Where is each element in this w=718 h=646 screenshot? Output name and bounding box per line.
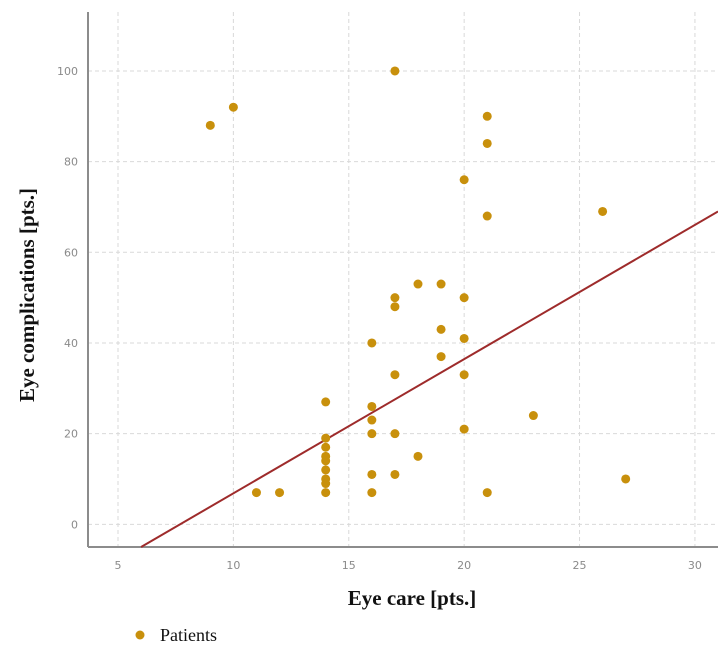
- x-tick-label: 5: [115, 559, 122, 572]
- data-point: [459, 293, 469, 303]
- x-tick-label: 10: [226, 559, 240, 572]
- data-point: [598, 206, 608, 216]
- trendline: [140, 210, 718, 548]
- x-tick-label: 20: [457, 559, 471, 572]
- trendline-layer: [140, 210, 718, 548]
- y-tick-label: 20: [64, 428, 78, 441]
- x-tick-labels: 5 10 15 20 25 30: [115, 559, 702, 572]
- data-point: [482, 111, 492, 121]
- grid-lines: [88, 12, 718, 547]
- data-point: [436, 352, 446, 362]
- data-point: [459, 370, 469, 380]
- data-point: [390, 66, 400, 76]
- data-point: [459, 175, 469, 185]
- data-point: [482, 138, 492, 148]
- y-tick-label: 80: [64, 156, 78, 169]
- data-point: [436, 324, 446, 334]
- legend: Patients: [135, 625, 217, 645]
- data-point: [275, 488, 285, 498]
- data-point: [228, 102, 238, 112]
- data-point: [390, 469, 400, 479]
- data-point: [205, 120, 215, 130]
- data-point: [413, 451, 423, 461]
- data-point: [321, 442, 331, 452]
- x-tick-label: 30: [688, 559, 702, 572]
- legend-marker: [135, 630, 145, 640]
- y-tick-label: 40: [64, 337, 78, 350]
- data-point: [321, 433, 331, 443]
- data-point: [251, 488, 261, 498]
- axes: [87, 12, 718, 548]
- data-point: [321, 456, 331, 466]
- data-point: [390, 370, 400, 380]
- data-point: [621, 474, 631, 484]
- data-point: [390, 429, 400, 439]
- data-point: [390, 302, 400, 312]
- data-point: [459, 424, 469, 434]
- data-point: [390, 293, 400, 303]
- data-point: [482, 211, 492, 221]
- data-point: [482, 488, 492, 498]
- data-point: [367, 338, 377, 348]
- data-point: [367, 488, 377, 498]
- data-point: [367, 415, 377, 425]
- y-tick-label: 60: [64, 246, 78, 259]
- x-tick-label: 15: [342, 559, 356, 572]
- data-point: [413, 279, 423, 289]
- data-point: [321, 488, 331, 498]
- data-point: [367, 429, 377, 439]
- x-tick-label: 25: [573, 559, 587, 572]
- data-point: [459, 333, 469, 343]
- y-tick-label: 100: [57, 65, 78, 78]
- data-point: [528, 411, 538, 421]
- x-axis-title: Eye care [pts.]: [348, 586, 477, 610]
- data-points: [205, 66, 631, 498]
- data-point: [436, 279, 446, 289]
- data-point: [367, 401, 377, 411]
- data-point: [321, 465, 331, 475]
- data-point: [367, 469, 377, 479]
- data-point: [321, 397, 331, 407]
- legend-label: Patients: [160, 625, 217, 645]
- data-point: [321, 479, 331, 489]
- y-axis-title: Eye complications [pts.]: [15, 188, 39, 402]
- y-tick-label: 0: [71, 518, 78, 531]
- y-tick-labels: 0 20 40 60 80 100: [57, 65, 78, 531]
